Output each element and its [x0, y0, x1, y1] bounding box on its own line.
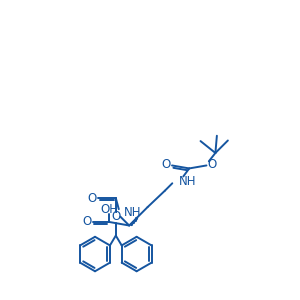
Text: OH: OH: [100, 203, 118, 216]
Text: NH: NH: [124, 206, 142, 219]
Text: O: O: [87, 192, 97, 205]
Text: NH: NH: [179, 175, 196, 188]
Text: O: O: [82, 215, 91, 228]
Text: O: O: [161, 158, 171, 171]
Text: O: O: [208, 158, 217, 171]
Text: O: O: [111, 210, 120, 223]
